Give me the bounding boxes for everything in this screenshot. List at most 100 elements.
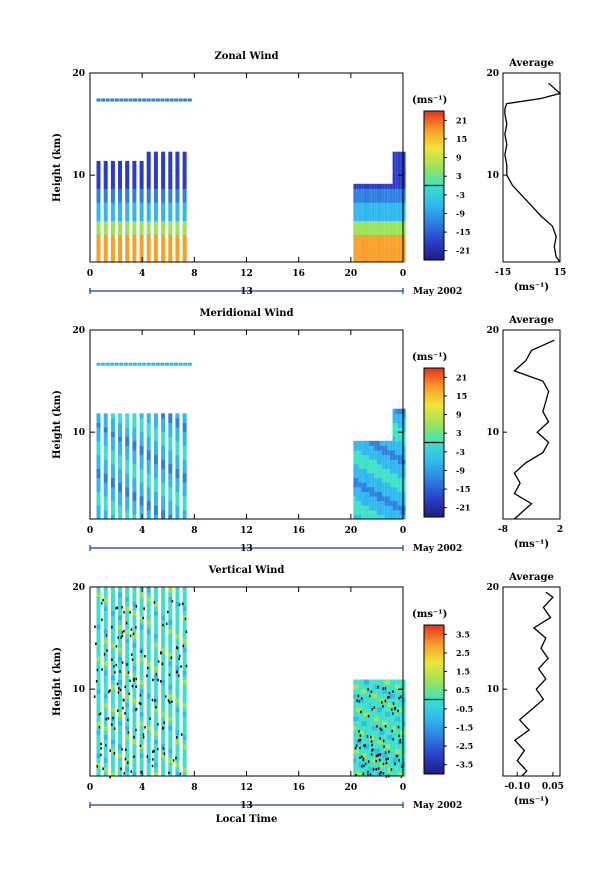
data-cell: [132, 229, 137, 235]
data-cell: [146, 697, 151, 703]
data-cell: [182, 697, 187, 703]
data-cell: [146, 601, 151, 607]
data-cell: [390, 720, 393, 726]
data-cell: [376, 771, 380, 777]
data-cell: [403, 766, 406, 772]
data-cell: [400, 739, 403, 745]
data-cell: [146, 509, 151, 515]
data-cell: [161, 720, 166, 726]
data-cell: [382, 197, 385, 203]
data-cell: [366, 211, 370, 217]
data-cell: [168, 422, 173, 428]
data-cell: [161, 739, 166, 745]
data-cell: [397, 468, 401, 474]
data-cell: [110, 193, 115, 199]
data-cell: [387, 193, 390, 199]
data-cell: [403, 486, 406, 492]
data-cell: [125, 450, 130, 456]
data-cell: [387, 688, 390, 694]
data-cell: [395, 179, 398, 185]
data-cell: [363, 459, 367, 465]
data-cell: [175, 431, 180, 437]
data-cell: [110, 771, 115, 777]
data-cell: [118, 413, 122, 419]
data-cell: [125, 413, 130, 419]
data-cell: [397, 193, 401, 199]
data-cell: [392, 693, 396, 699]
data-cell: [369, 509, 372, 515]
contour-mark: [370, 735, 372, 739]
contour-mark: [377, 686, 379, 689]
data-cell: [366, 248, 370, 254]
contour-mark: [124, 757, 127, 761]
data-cell: [110, 619, 115, 625]
data-cell: [353, 693, 356, 699]
data-cell: [103, 638, 108, 644]
data-cell: [358, 491, 362, 497]
profile-x-tick-label: -15: [495, 268, 511, 278]
data-cell: [182, 156, 187, 162]
data-cell: [168, 757, 173, 763]
data-cell: [125, 711, 130, 717]
data-cell: [161, 505, 166, 511]
data-cell: [110, 697, 115, 703]
data-cell: [376, 509, 380, 515]
data-cell: [153, 605, 158, 611]
data-cell: [132, 202, 137, 208]
data-cell: [161, 202, 166, 208]
data-cell: [356, 216, 359, 222]
data-cell: [363, 679, 367, 685]
data-cell: [379, 206, 383, 212]
data-cell: [382, 720, 385, 726]
data-cell: [376, 473, 380, 479]
data-cell: [146, 170, 151, 176]
data-cell: [125, 248, 130, 254]
data-cell: [153, 697, 158, 703]
data-cell: [103, 509, 108, 515]
data-cell: [371, 684, 375, 690]
data-cell: [168, 601, 173, 607]
data-cell: [96, 482, 101, 488]
data-cell: [168, 486, 173, 492]
data-cell: [379, 771, 383, 777]
data-cell: [132, 596, 137, 602]
data-cell: [168, 679, 173, 685]
data-cell: [403, 514, 406, 520]
data-cell: [356, 202, 359, 208]
data-cell: [395, 417, 398, 423]
data-cell: [118, 436, 122, 442]
data-cell: [168, 624, 173, 630]
data-cell: [358, 193, 362, 199]
data-cell: [132, 220, 137, 226]
data-cell: [392, 766, 396, 772]
data-cell: [358, 509, 362, 515]
data-cell: [103, 592, 108, 598]
data-cell: [139, 601, 144, 607]
data-cell: [132, 720, 137, 726]
data-cell: [153, 234, 158, 240]
data-cell: [96, 243, 101, 249]
data-cell: [153, 688, 158, 694]
data-cell: [400, 211, 403, 217]
data-cell: [161, 766, 166, 772]
data-cell: [384, 248, 388, 254]
data-cell: [358, 211, 362, 217]
data-cell: [96, 431, 101, 437]
data-cell: [376, 468, 380, 474]
data-cell: [374, 248, 377, 254]
contour-mark: [142, 616, 144, 620]
data-cell: [403, 183, 406, 189]
data-cell: [103, 628, 108, 634]
data-cell: [379, 454, 383, 460]
data-cell: [125, 514, 130, 520]
data-cell: [139, 248, 144, 254]
data-cell: [125, 243, 130, 249]
data-cell: [363, 193, 367, 199]
data-cell: [369, 243, 372, 249]
data-cell: [371, 473, 375, 479]
data-cell: [103, 225, 108, 231]
data-cell: [395, 514, 398, 520]
data-cell: [139, 684, 144, 690]
data-cell: [392, 431, 396, 437]
data-cell: [168, 702, 173, 708]
